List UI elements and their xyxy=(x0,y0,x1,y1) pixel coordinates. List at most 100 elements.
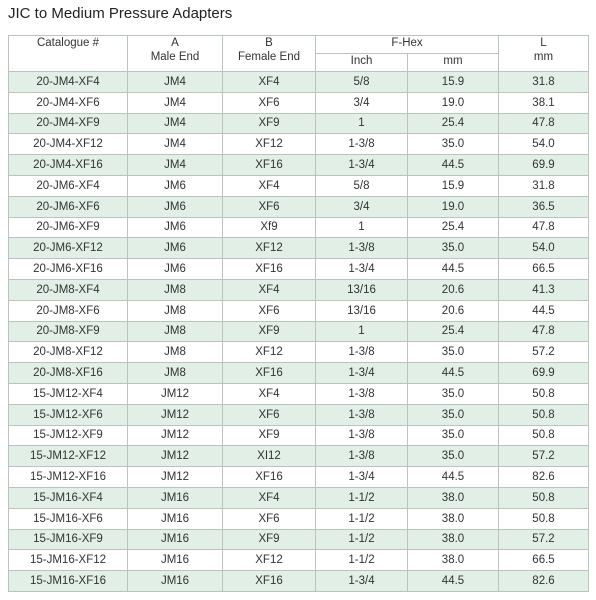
table-cell: 50.8 xyxy=(498,424,589,447)
table-cell: 1-3/8 xyxy=(315,133,408,156)
table-cell: 25.4 xyxy=(407,320,499,343)
table-cell: JM12 xyxy=(127,445,223,468)
table-cell: 15-JM16-XF4 xyxy=(8,486,128,509)
table-cell: XF12 xyxy=(222,237,316,260)
table-cell: 38.0 xyxy=(407,486,499,509)
table-cell: 35.0 xyxy=(407,341,499,364)
table-cell: XF4 xyxy=(222,278,316,301)
table-cell: 35.0 xyxy=(407,382,499,405)
header-cell: Inch xyxy=(315,53,408,72)
header-cell: F-Hex xyxy=(315,35,499,54)
table-cell: 47.8 xyxy=(498,216,589,239)
table-cell: JM8 xyxy=(127,320,223,343)
table-cell: JM6 xyxy=(127,174,223,197)
table-cell: JM8 xyxy=(127,278,223,301)
table-cell: XF16 xyxy=(222,154,316,176)
table-cell: 20-JM6-XF12 xyxy=(8,237,128,260)
table-cell: 1 xyxy=(315,112,408,135)
table-cell: JM6 xyxy=(127,258,223,280)
table-cell: 20-JM4-XF16 xyxy=(8,154,128,176)
table-cell: 1 xyxy=(315,320,408,343)
table-cell: 15-JM16-XF6 xyxy=(8,507,128,530)
table-cell: 15-JM12-XF16 xyxy=(8,466,128,488)
table-row: 20-JM6-XF9 JM6 Xf9 1 25.4 47.8 xyxy=(8,216,589,239)
table-cell: 47.8 xyxy=(498,320,589,343)
table-cell: 1-3/8 xyxy=(315,237,408,260)
table-cell: 15.9 xyxy=(407,174,499,197)
table-cell: XF9 xyxy=(222,320,316,343)
table-cell: 1-1/2 xyxy=(315,507,408,530)
header-cell: B Female End xyxy=(222,35,316,72)
table-cell: 19.0 xyxy=(407,91,499,114)
header-text: Female End xyxy=(237,51,300,63)
table-cell: JM8 xyxy=(127,362,223,384)
table-row: 15-JM12-XF16 JM12 XF16 1-3/4 44.5 82.6 xyxy=(8,466,589,488)
header-text: Catalogue # xyxy=(36,37,100,49)
table-cell: 54.0 xyxy=(498,237,589,260)
table-cell: JM4 xyxy=(127,91,223,114)
table-body: 20-JM4-XF4 JM4 XF4 5/8 15.9 31.8 20-JM4-XF6 JM4… xyxy=(8,71,589,592)
table-cell: JM12 xyxy=(127,424,223,447)
table-cell: JM4 xyxy=(127,112,223,135)
table-cell: JM8 xyxy=(127,341,223,364)
table-cell: 15-JM12-XF4 xyxy=(8,382,128,405)
table-cell: Xf9 xyxy=(222,216,316,239)
table-cell: JM16 xyxy=(127,570,223,592)
table-cell: XF4 xyxy=(222,382,316,405)
table-cell: 38.1 xyxy=(498,91,589,114)
header-text: B xyxy=(265,37,273,49)
table-cell: 20-JM4-XF9 xyxy=(8,112,128,135)
table-cell: JM16 xyxy=(127,507,223,530)
table-row: 15-JM16-XF12 JM16 XF12 1-1/2 38.0 66.5 xyxy=(8,549,589,572)
table-cell: 19.0 xyxy=(407,195,499,218)
table-cell: JM4 xyxy=(127,133,223,156)
table-cell: 3/4 xyxy=(315,91,408,114)
table-row: 15-JM12-XF4 JM12 XF4 1-3/8 35.0 50.8 xyxy=(8,382,589,405)
table-cell: XF6 xyxy=(222,403,316,426)
table-cell: 20-JM6-XF4 xyxy=(8,174,128,197)
title: JIC to Medium Pressure Adapters xyxy=(8,5,233,22)
table-row: 20-JM4-XF12 JM4 XF12 1-3/8 35.0 54.0 xyxy=(8,133,589,156)
table-cell: 35.0 xyxy=(407,133,499,156)
table-cell: 69.9 xyxy=(498,154,589,176)
table-cell: 38.0 xyxy=(407,507,499,530)
table-cell: XF9 xyxy=(222,112,316,135)
header-text: mm xyxy=(533,51,554,63)
table-cell: 15-JM16-XF9 xyxy=(8,528,128,551)
table-row: 15-JM16-XF6 JM16 XF6 1-1/2 38.0 50.8 xyxy=(8,507,589,530)
table-cell: 20-JM8-XF16 xyxy=(8,362,128,384)
table-cell: 36.5 xyxy=(498,195,589,218)
table-cell: 69.9 xyxy=(498,362,589,384)
table-cell: 20.6 xyxy=(407,299,499,322)
table-cell: JM6 xyxy=(127,195,223,218)
table-row: 20-JM6-XF6 JM6 XF6 3/4 19.0 36.5 xyxy=(8,195,589,218)
header-text: F-Hex xyxy=(391,37,423,49)
table-cell: 20-JM8-XF6 xyxy=(8,299,128,322)
table-row: 15-JM16-XF16 JM16 XF16 1-3/4 44.5 82.6 xyxy=(8,570,589,592)
table-cell: 15-JM12-XF6 xyxy=(8,403,128,426)
table-cell: 20-JM6-XF6 xyxy=(8,195,128,218)
table-row: 15-JM12-XF12 JM12 XI12 1-3/8 35.0 57.2 xyxy=(8,445,589,468)
table-row: 20-JM4-XF4 JM4 XF4 5/8 15.9 31.8 xyxy=(8,71,589,93)
header-text: Inch xyxy=(350,55,373,67)
table-row: 20-JM6-XF16 JM6 XF16 1-3/4 44.5 66.5 xyxy=(8,258,589,280)
table-row: 20-JM6-XF12 JM6 XF12 1-3/8 35.0 54.0 xyxy=(8,237,589,260)
table-row: 20-JM6-XF4 JM6 XF4 5/8 15.9 31.8 xyxy=(8,174,589,197)
table-cell: XF9 xyxy=(222,528,316,551)
table-cell: 5/8 xyxy=(315,71,408,93)
table-cell: XF4 xyxy=(222,486,316,509)
table-row: 20-JM8-XF16 JM8 XF16 1-3/4 44.5 69.9 xyxy=(8,362,589,384)
table-cell: 1-3/4 xyxy=(315,154,408,176)
table-cell: 20.6 xyxy=(407,278,499,301)
table-row: 20-JM4-XF16 JM4 XF16 1-3/4 44.5 69.9 xyxy=(8,154,589,176)
table-cell: 15.9 xyxy=(407,71,499,93)
table-cell: 41.3 xyxy=(498,278,589,301)
table-cell: XF6 xyxy=(222,195,316,218)
table-cell: JM4 xyxy=(127,154,223,176)
table-cell: 47.8 xyxy=(498,112,589,135)
table-row: 20-JM4-XF6 JM4 XF6 3/4 19.0 38.1 xyxy=(8,91,589,114)
table-cell: XF12 xyxy=(222,133,316,156)
table-cell: 15-JM12-XF9 xyxy=(8,424,128,447)
header-cell: A Male End xyxy=(127,35,223,72)
